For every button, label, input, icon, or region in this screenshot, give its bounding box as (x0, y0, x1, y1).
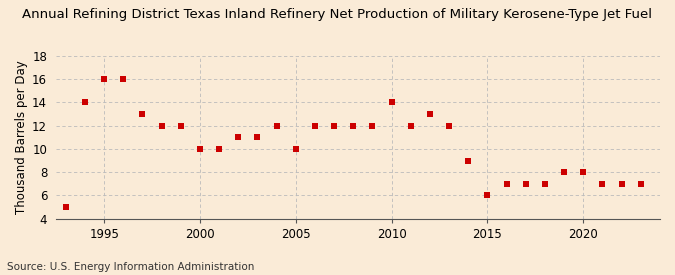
Point (233, 135, 244, 139)
Point (635, 182, 646, 186)
Point (118, 77, 129, 81)
Point (520, 182, 531, 186)
Point (214, 147, 225, 151)
Point (482, 193, 493, 198)
Point (60, 205, 71, 209)
Point (176, 123, 186, 128)
Point (616, 182, 627, 186)
Point (80, 100, 90, 104)
Point (406, 123, 416, 128)
Point (252, 135, 263, 139)
Point (578, 170, 589, 174)
Point (156, 123, 167, 128)
Point (348, 123, 358, 128)
Point (386, 100, 397, 104)
Point (290, 147, 301, 151)
Point (194, 147, 205, 151)
Text: Source: U.S. Energy Information Administration: Source: U.S. Energy Information Administ… (7, 262, 254, 272)
Point (502, 182, 512, 186)
Point (367, 123, 378, 128)
Point (443, 123, 454, 128)
Text: Annual Refining District Texas Inland Refinery Net Production of Military Kerose: Annual Refining District Texas Inland Re… (22, 8, 653, 21)
Y-axis label: Thousand Barrels per Day: Thousand Barrels per Day (15, 60, 28, 214)
Point (597, 182, 608, 186)
Point (559, 170, 570, 174)
Point (310, 123, 321, 128)
Point (137, 112, 148, 116)
Point (329, 123, 340, 128)
Point (539, 182, 550, 186)
Point (425, 112, 435, 116)
Point (99, 77, 109, 81)
Point (463, 158, 474, 163)
Point (271, 123, 282, 128)
